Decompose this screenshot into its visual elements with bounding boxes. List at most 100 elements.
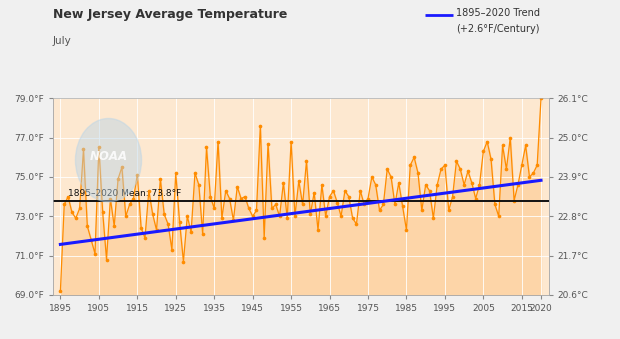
Circle shape [76, 119, 141, 202]
Point [329, 188, 339, 194]
Point [86, 237, 96, 243]
Point [125, 202, 135, 207]
Point [121, 214, 131, 219]
Point [60, 202, 69, 207]
Point [156, 176, 166, 182]
Point [521, 143, 531, 148]
Point [82, 223, 92, 229]
Point [417, 208, 427, 213]
Point [428, 216, 438, 221]
Point [517, 162, 527, 168]
Point [113, 176, 123, 182]
Point [306, 212, 316, 217]
Text: (+2.6°F/Century): (+2.6°F/Century) [456, 24, 539, 34]
Point [340, 188, 350, 194]
Point [228, 218, 238, 223]
Point [451, 159, 461, 164]
Point [313, 227, 323, 233]
Point [179, 259, 188, 264]
Point [505, 135, 515, 140]
Point [444, 208, 454, 213]
Point [151, 227, 161, 233]
Point [397, 204, 407, 209]
Point [194, 182, 204, 187]
Point [536, 96, 546, 101]
Point [325, 194, 335, 199]
Point [232, 184, 242, 190]
Point [190, 170, 200, 176]
Point [267, 206, 277, 211]
Text: July: July [53, 36, 71, 45]
Point [221, 188, 231, 194]
Point [240, 194, 250, 199]
Point [471, 196, 480, 201]
Point [494, 214, 503, 219]
Point [247, 214, 257, 219]
Point [298, 202, 308, 207]
Point [344, 194, 354, 199]
Point [167, 247, 177, 253]
Point [98, 210, 108, 215]
Point [374, 208, 384, 213]
Point [136, 225, 146, 231]
Point [198, 231, 208, 237]
Point [509, 198, 519, 203]
Point [294, 178, 304, 184]
Point [482, 139, 492, 144]
Point [132, 172, 142, 178]
Point [117, 164, 127, 170]
Point [490, 202, 500, 207]
Point [79, 147, 89, 152]
Point [474, 182, 484, 187]
Point [255, 123, 265, 128]
Point [413, 170, 423, 176]
Point [224, 196, 234, 201]
Point [109, 223, 119, 229]
Text: NOAA: NOAA [89, 150, 128, 163]
Point [421, 182, 431, 187]
Point [309, 190, 319, 195]
Point [128, 196, 138, 201]
Point [371, 182, 381, 187]
Point [271, 202, 281, 207]
Point [159, 212, 169, 217]
Point [63, 194, 73, 199]
Point [355, 188, 365, 194]
Point [263, 141, 273, 146]
Point [140, 235, 150, 241]
Point [209, 206, 219, 211]
Point [236, 196, 246, 201]
Point [94, 145, 104, 150]
Point [383, 166, 392, 172]
Point [55, 288, 65, 294]
Point [532, 162, 542, 168]
Point [394, 180, 404, 185]
Point [259, 235, 269, 241]
Point [390, 202, 400, 207]
Text: 1895–2020 Mean: 73.8°F: 1895–2020 Mean: 73.8°F [68, 189, 181, 198]
Point [348, 216, 358, 221]
Point [144, 188, 154, 194]
Point [367, 174, 377, 180]
Point [67, 210, 77, 215]
Point [278, 180, 288, 185]
Text: New Jersey Average Temperature: New Jersey Average Temperature [53, 8, 287, 21]
Point [182, 214, 192, 219]
Point [352, 221, 361, 227]
Point [359, 202, 369, 207]
Point [205, 194, 215, 199]
Point [425, 188, 435, 194]
Point [186, 229, 196, 235]
Point [502, 166, 512, 172]
Point [90, 251, 100, 256]
Point [317, 182, 327, 187]
Point [459, 182, 469, 187]
Point [217, 216, 227, 221]
Point [513, 182, 523, 187]
Point [105, 196, 115, 201]
Point [528, 170, 538, 176]
Point [378, 202, 388, 207]
Point [163, 221, 173, 227]
Point [71, 216, 81, 221]
Point [363, 196, 373, 201]
